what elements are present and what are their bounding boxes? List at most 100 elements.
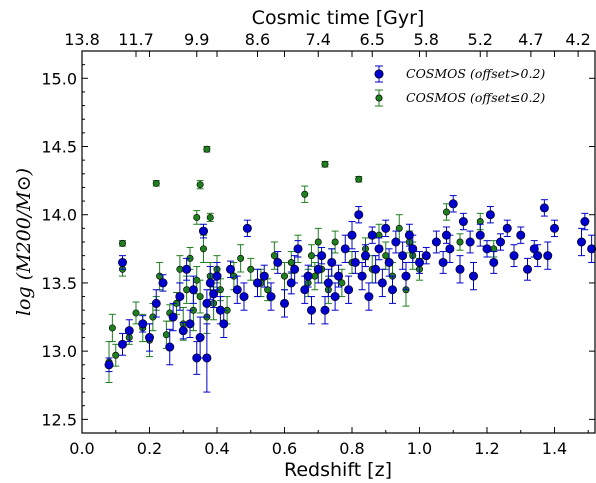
data-point-offset-low <box>331 230 339 254</box>
data-point-offset-high <box>354 206 364 224</box>
point-marker <box>320 305 330 315</box>
top-tick-label: 5.2 <box>468 30 493 49</box>
point-marker <box>175 292 185 302</box>
data-point-offset-high <box>509 244 519 268</box>
data-point-offset-low <box>456 233 464 251</box>
data-point-offset-low <box>196 180 204 190</box>
point-marker <box>371 264 381 274</box>
point-marker <box>196 181 204 189</box>
top-axis-title: Cosmic time [Gyr] <box>252 7 425 29</box>
point-marker <box>242 223 252 233</box>
point-marker <box>330 292 340 302</box>
point-marker <box>414 257 424 267</box>
point-marker <box>287 258 295 266</box>
point-marker <box>193 213 201 221</box>
point-marker <box>338 279 346 287</box>
point-marker <box>382 252 390 260</box>
data-point-offset-high <box>448 195 458 213</box>
point-marker <box>293 244 303 254</box>
data-point-offset-high <box>381 219 391 238</box>
point-marker <box>307 252 315 260</box>
data-point-offset-high <box>145 323 155 352</box>
point-marker <box>367 230 377 240</box>
point-marker <box>401 271 411 281</box>
top-tick-label: 13.8 <box>64 30 100 49</box>
point-marker <box>205 278 215 288</box>
data-point-offset-low <box>112 343 120 367</box>
data-point-offset-high <box>576 227 586 257</box>
point-marker <box>176 265 184 273</box>
point-marker <box>247 265 255 273</box>
x-axis-title: Redshift [z] <box>284 459 392 481</box>
point-marker <box>104 360 114 370</box>
point-marker <box>331 238 339 246</box>
data-point-offset-high <box>431 230 441 254</box>
point-marker <box>151 298 161 308</box>
data-point-offset-high <box>239 282 249 311</box>
data-point-offset-high <box>306 296 316 325</box>
data-point-offset-high <box>151 289 161 318</box>
data-point-offset-high <box>175 282 185 311</box>
point-marker <box>259 271 269 281</box>
point-marker <box>145 332 155 342</box>
data-point-offset-high <box>259 264 269 288</box>
point-marker <box>360 251 370 261</box>
point-marker <box>323 278 333 288</box>
point-marker <box>266 292 276 302</box>
point-marker <box>138 319 148 329</box>
data-point-offset-high <box>165 328 175 366</box>
y-tick-label: 15.0 <box>41 69 77 88</box>
point-marker <box>458 217 468 227</box>
data-point-offset-high <box>344 275 354 304</box>
point-marker <box>300 285 310 295</box>
point-marker <box>539 203 549 213</box>
x-tick-label: 0.8 <box>339 439 364 458</box>
data-point-offset-high <box>580 212 590 231</box>
point-marker <box>152 179 160 187</box>
legend-marker-offset-low <box>375 94 383 102</box>
point-marker <box>188 285 198 295</box>
data-point-offset-low <box>132 301 140 325</box>
data-point-offset-low <box>119 239 127 247</box>
point-marker <box>333 271 343 281</box>
data-point-offset-high <box>522 257 532 281</box>
point-marker <box>199 226 209 236</box>
point-marker <box>202 298 212 308</box>
point-marker <box>158 278 168 288</box>
data-point-offset-high <box>273 251 283 274</box>
data-point-offset-high <box>242 219 252 238</box>
point-marker <box>509 251 519 261</box>
data-point-offset-low <box>307 244 315 268</box>
point-marker <box>364 292 374 302</box>
point-marker <box>226 264 236 274</box>
data-point-offset-high <box>317 246 327 265</box>
point-marker <box>239 292 249 302</box>
point-marker <box>196 293 204 301</box>
point-marker <box>270 252 278 260</box>
top-tick-label: 6.5 <box>360 30 385 49</box>
data-point-offset-high <box>266 282 276 311</box>
point-marker <box>156 272 164 280</box>
point-marker <box>232 285 242 295</box>
point-marker <box>118 257 128 267</box>
point-marker <box>185 319 195 329</box>
top-tick-label: 4.7 <box>518 30 543 49</box>
point-marker <box>442 208 450 216</box>
data-point-offset-high <box>468 261 478 291</box>
data-point-offset-high <box>374 237 384 261</box>
point-marker <box>398 251 408 261</box>
top-tick-label: 11.7 <box>118 30 154 49</box>
point-marker <box>202 353 212 363</box>
data-point-offset-high <box>482 240 492 258</box>
data-point-offset-high <box>549 219 559 238</box>
point-marker <box>408 244 418 254</box>
point-marker <box>456 238 464 246</box>
point-marker <box>132 309 140 317</box>
point-marker <box>212 271 222 281</box>
data-point-offset-high <box>421 246 431 265</box>
data-point-offset-low <box>280 261 288 291</box>
point-marker <box>445 244 455 254</box>
x-tick-label: 0.6 <box>272 439 297 458</box>
data-point-offset-low <box>203 145 211 153</box>
point-marker <box>543 251 553 261</box>
